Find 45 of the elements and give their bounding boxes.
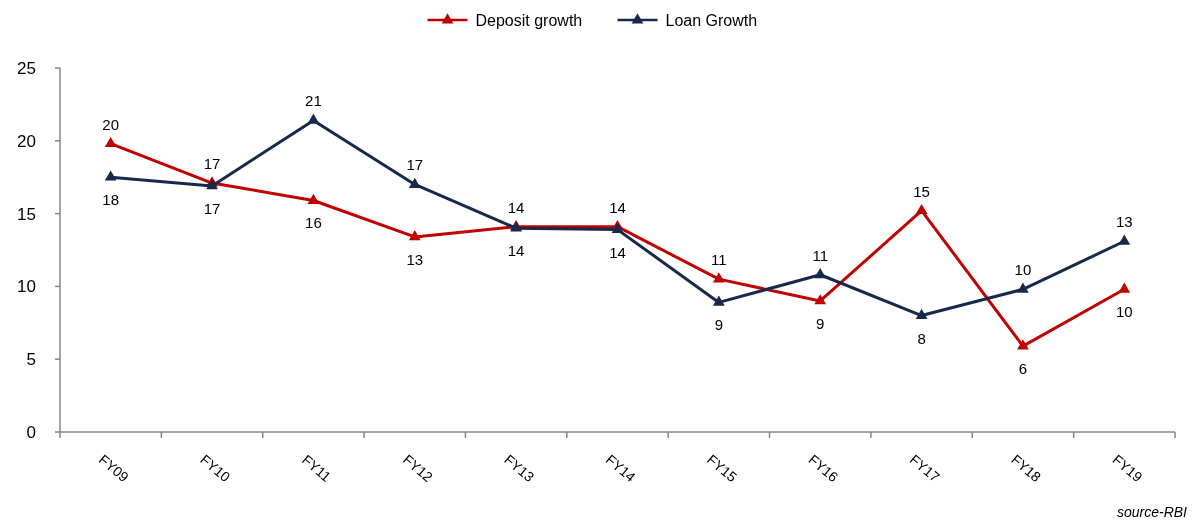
point bbox=[814, 294, 827, 305]
data-label: 14 bbox=[507, 242, 525, 260]
y-tick-label: 25 bbox=[17, 59, 36, 78]
point bbox=[307, 193, 320, 204]
point bbox=[408, 230, 421, 241]
data-label: 14 bbox=[507, 198, 525, 216]
data-label: 14 bbox=[609, 198, 626, 216]
y-tick-label: 15 bbox=[17, 204, 36, 224]
point bbox=[712, 295, 725, 306]
data-label: 6 bbox=[1018, 360, 1028, 378]
data-label: 10 bbox=[1014, 261, 1032, 279]
source-note: source-RBI bbox=[1116, 504, 1188, 520]
point bbox=[915, 203, 928, 215]
y-tick-label: 20 bbox=[17, 131, 36, 151]
data-label: 11 bbox=[711, 251, 727, 269]
point bbox=[915, 308, 928, 319]
data-label: 15 bbox=[913, 182, 930, 200]
data-label: 17 bbox=[406, 156, 424, 174]
y-tick-label: 10 bbox=[17, 277, 36, 297]
data-label: 8 bbox=[917, 329, 926, 347]
y-tick-label: 5 bbox=[26, 350, 36, 370]
data-label: 13 bbox=[406, 250, 424, 268]
data-label: 20 bbox=[102, 115, 120, 133]
point bbox=[712, 272, 725, 283]
data-label: 17 bbox=[203, 155, 221, 173]
data-label: 18 bbox=[102, 191, 120, 209]
data-label: 17 bbox=[203, 199, 221, 217]
data-label: 9 bbox=[816, 314, 825, 332]
y-tick-label: 0 bbox=[26, 423, 36, 442]
data-label: 16 bbox=[305, 214, 322, 232]
data-label: 10 bbox=[1115, 303, 1133, 321]
data-label: 14 bbox=[609, 243, 626, 261]
data-label: 9 bbox=[714, 316, 724, 334]
point bbox=[814, 267, 827, 279]
point bbox=[104, 170, 117, 181]
point bbox=[1118, 282, 1131, 293]
data-label: 11 bbox=[812, 246, 829, 264]
legend-label: Deposit growth bbox=[475, 12, 583, 29]
point bbox=[408, 177, 421, 188]
point bbox=[1017, 339, 1029, 350]
point bbox=[1017, 282, 1029, 293]
legend-label: Loan Growth bbox=[665, 12, 758, 29]
data-label: 13 bbox=[1115, 213, 1133, 231]
point bbox=[307, 113, 320, 124]
data-label: 21 bbox=[305, 92, 322, 110]
